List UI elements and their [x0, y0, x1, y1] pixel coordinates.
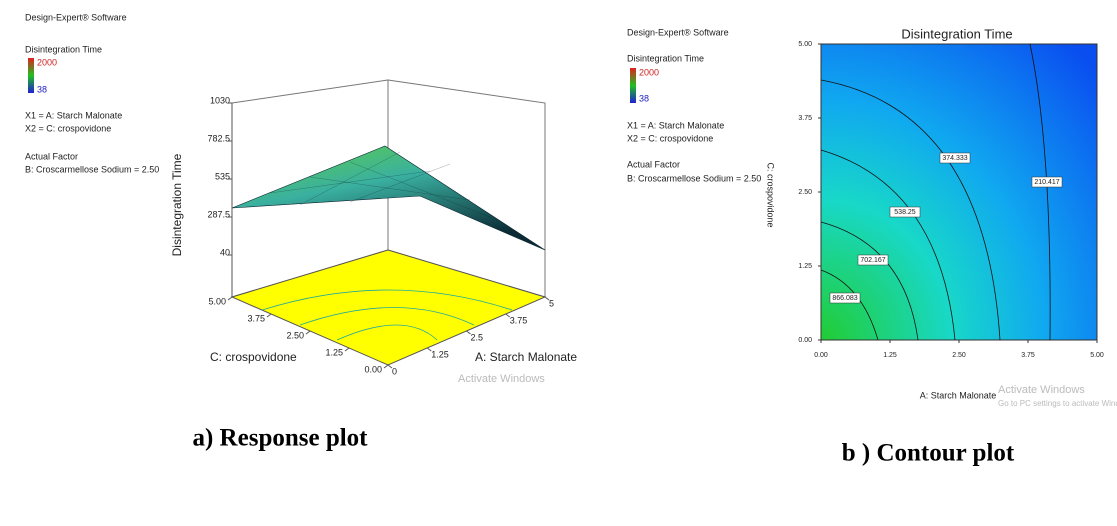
- y-label: C: crospovidone: [210, 350, 297, 364]
- y-tick-label: 3.75: [247, 313, 265, 323]
- floor-contours: [261, 289, 513, 341]
- response-surface: [231, 145, 546, 251]
- y-tick-label: 2.50: [286, 330, 304, 340]
- y-tick: [227, 296, 233, 301]
- surface-mesh: [269, 151, 501, 222]
- y-tick: [305, 330, 311, 335]
- x-tick-label: 5.00: [1090, 352, 1104, 359]
- x1: X1 = A: Starch Malonate: [627, 120, 724, 130]
- caption: b ) Contour plot: [842, 440, 1015, 467]
- x-tick-label: 5: [549, 298, 554, 308]
- y-tick-label: 5.00: [208, 296, 226, 306]
- x-tick: [505, 313, 511, 318]
- x-tick-label: 3.75: [510, 315, 528, 325]
- x2: X2 = C: crospovidone: [627, 133, 713, 143]
- response: Disintegration Time: [627, 53, 704, 63]
- y-label: C: crospovidone: [766, 162, 776, 227]
- legend-max: 2000: [37, 57, 57, 67]
- contour-line: [1029, 43, 1051, 341]
- z-tick-label: 287.5: [207, 209, 230, 219]
- z-label: Disintegration Time: [170, 153, 184, 256]
- x-tick: [466, 330, 471, 335]
- y-tick: [266, 313, 272, 318]
- contour-title: Disintegration Time: [901, 26, 1012, 41]
- contour-label: 210.417: [1034, 179, 1059, 186]
- colorbar: [28, 58, 34, 93]
- contour-label-box: [857, 254, 889, 266]
- watermark: Activate Windows: [458, 373, 545, 385]
- watermark: Activate Windows: [998, 384, 1085, 396]
- actual-factor: B: Croscarmellose Sodium = 2.50: [25, 164, 159, 174]
- x-tick: [387, 364, 393, 369]
- contour-label: 374.333: [942, 155, 967, 162]
- x-label: A: Starch Malonate: [475, 350, 577, 364]
- x-tick-label: 2.50: [952, 352, 966, 359]
- contour-area: [820, 43, 1098, 341]
- x2: X2 = C: crospovidone: [25, 123, 111, 133]
- x-tick-label: 1.25: [431, 349, 449, 359]
- y-tick-label: 1.25: [798, 263, 812, 270]
- legend-max: 2000: [639, 67, 659, 77]
- watermark-note: Go to PC settings to activate Windows.: [998, 399, 1117, 408]
- colorbar: [630, 68, 636, 103]
- x-tick-label: 0.00: [814, 352, 828, 359]
- contour-label-box: [889, 206, 921, 218]
- y-tick: [383, 364, 389, 369]
- y-tick-label: 3.75: [798, 115, 812, 122]
- x-tick-label: 0: [392, 366, 397, 376]
- z-tick-label: 40: [220, 247, 230, 257]
- x-tick-label: 1.25: [883, 352, 897, 359]
- contour-label-box: [829, 292, 861, 304]
- contour-label-box: [1031, 176, 1063, 188]
- x-tick: [544, 296, 550, 301]
- actual-factor-title: Actual Factor: [627, 159, 680, 169]
- software: Design-Expert® Software: [627, 27, 729, 37]
- x1: X1 = A: Starch Malonate: [25, 110, 122, 120]
- contour-label: 866.083: [832, 295, 857, 302]
- actual-factor: B: Croscarmellose Sodium = 2.50: [627, 173, 761, 183]
- caption: a) Response plot: [192, 425, 368, 452]
- x-tick: [426, 347, 432, 352]
- y-tick-label: 5.00: [798, 41, 812, 48]
- contour-label: 702.167: [860, 257, 885, 264]
- y-tick-label: 2.50: [798, 189, 812, 196]
- y-tick-label: 0.00: [798, 337, 812, 344]
- x-tick-label: 2.5: [471, 332, 484, 342]
- x-label: A: Starch Malonate: [920, 390, 997, 400]
- y-tick-label: 1.25: [325, 347, 343, 357]
- z-tick-label: 782.5: [207, 133, 230, 143]
- legend-min: 38: [37, 84, 47, 94]
- z-tick-label: 535: [215, 171, 230, 181]
- z-tick-label: 1030: [210, 95, 230, 105]
- actual-factor-title: Actual Factor: [25, 151, 78, 161]
- x-tick-label: 3.75: [1021, 352, 1035, 359]
- y-tick-label: 0.00: [364, 364, 382, 374]
- contour-label: 538.25: [894, 209, 916, 216]
- response: Disintegration Time: [25, 44, 102, 54]
- legend-min: 38: [639, 93, 649, 103]
- y-tick: [344, 347, 350, 352]
- contour-label-box: [939, 152, 971, 164]
- software: Design-Expert® Software: [25, 12, 127, 22]
